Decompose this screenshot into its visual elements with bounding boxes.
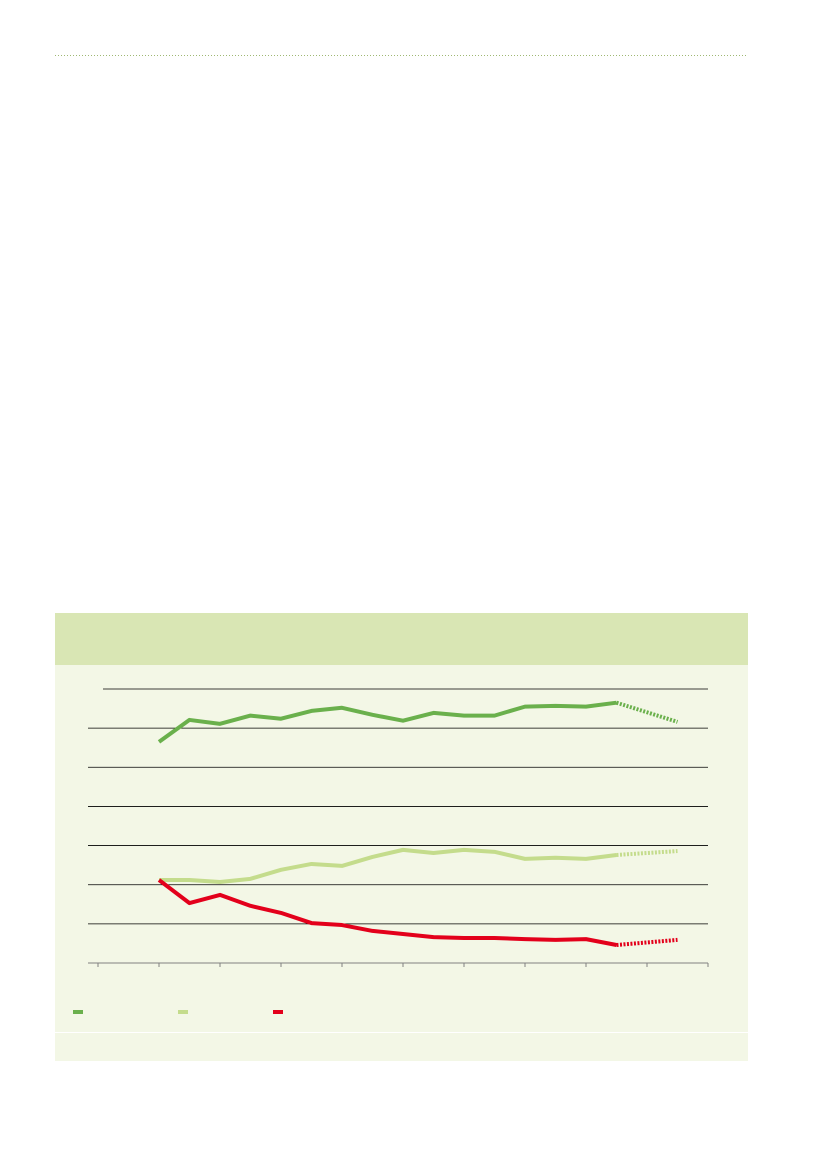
line-series xyxy=(157,878,617,947)
projection-line xyxy=(615,700,679,724)
chart xyxy=(73,688,709,1014)
line-series xyxy=(159,847,617,884)
legend-swatch xyxy=(73,1010,83,1014)
figure-header xyxy=(55,613,748,665)
legend-swatch xyxy=(178,1010,188,1014)
figure-footer xyxy=(55,1033,748,1061)
legend-swatch xyxy=(273,1010,283,1014)
projection-line xyxy=(616,849,678,857)
line-series xyxy=(157,700,617,744)
